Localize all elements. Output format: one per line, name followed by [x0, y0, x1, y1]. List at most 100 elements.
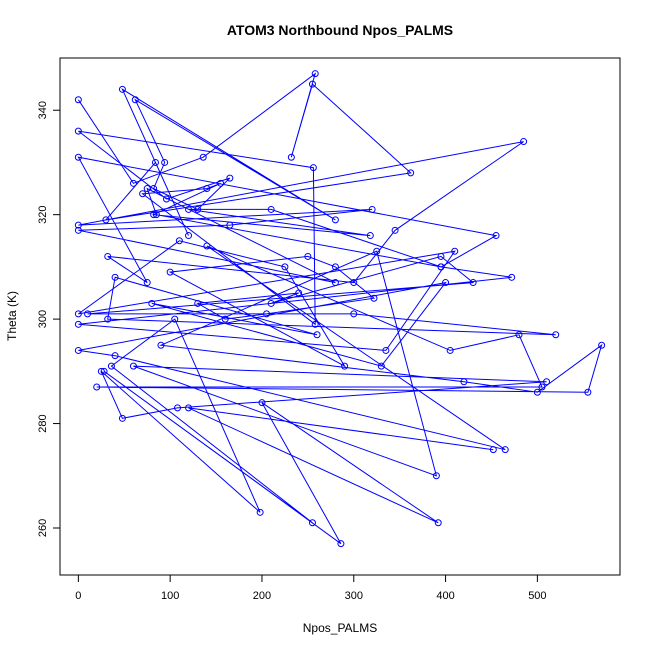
data-point: [313, 331, 321, 339]
x-tick-label: 200: [253, 590, 271, 602]
data-point: [161, 158, 169, 166]
data-point: [331, 216, 339, 224]
data-point: [111, 352, 119, 360]
x-tick-label: 100: [161, 590, 179, 602]
data-point: [74, 310, 82, 318]
data-point: [350, 310, 358, 318]
data-point: [221, 315, 229, 323]
data-point: [194, 299, 202, 307]
y-axis: 260 280 300 320 340: [37, 101, 61, 537]
y-tick-label: 340: [37, 101, 49, 119]
y-tick-label: 320: [37, 205, 49, 223]
data-point: [148, 299, 156, 307]
chart-title: ATOM3 Northbound Npos_PALMS: [227, 22, 453, 38]
x-axis-label: Npos_PALMS: [303, 621, 377, 635]
data-point: [104, 315, 112, 323]
data-point: [341, 362, 349, 370]
data-point: [287, 153, 295, 161]
data-point: [74, 221, 82, 229]
data-point: [100, 367, 108, 375]
data-point: [203, 185, 211, 193]
data-point: [520, 138, 528, 146]
data-point: [391, 226, 399, 234]
data-point: [174, 404, 182, 412]
data-point: [515, 331, 523, 339]
data-point: [74, 226, 82, 234]
data-point: [598, 341, 606, 349]
data-point: [460, 378, 468, 386]
data-point: [377, 362, 385, 370]
data-point: [331, 263, 339, 271]
data-point: [217, 179, 225, 187]
data-point: [492, 232, 500, 240]
data-point: [166, 268, 174, 276]
data-point: [185, 205, 193, 213]
data-point: [311, 320, 319, 328]
data-point: [102, 216, 110, 224]
data-point: [331, 279, 339, 287]
data-point: [171, 315, 179, 323]
data-point: [469, 279, 477, 287]
data-point: [143, 185, 151, 193]
data-point: [118, 414, 126, 422]
data-points: [74, 70, 606, 548]
data-point: [84, 310, 92, 318]
data-point: [203, 242, 211, 250]
data-point: [382, 346, 390, 354]
data-point: [508, 273, 516, 281]
data-point: [256, 508, 264, 516]
x-axis: 0 100 200 300 400 500: [75, 574, 547, 602]
x-tick-label: 500: [528, 590, 546, 602]
data-point: [308, 80, 316, 88]
data-point: [437, 263, 445, 271]
data-point: [74, 346, 82, 354]
data-point: [267, 299, 275, 307]
data-point: [93, 383, 101, 391]
data-point: [437, 252, 445, 260]
data-point: [489, 446, 497, 454]
data-point: [350, 279, 358, 287]
data-point: [407, 169, 415, 177]
data-point: [139, 190, 147, 198]
data-point: [194, 205, 202, 213]
data-point: [366, 232, 374, 240]
data-point: [368, 205, 376, 213]
y-tick-label: 260: [37, 519, 49, 537]
data-point: [162, 195, 170, 203]
data-point: [432, 472, 440, 480]
data-point: [442, 279, 450, 287]
data-point: [74, 96, 82, 104]
data-point: [118, 85, 126, 93]
data-point: [337, 540, 345, 548]
data-point: [309, 164, 317, 172]
data-point: [258, 399, 266, 407]
data-point: [74, 127, 82, 135]
data-point: [107, 362, 115, 370]
y-tick-label: 300: [37, 310, 49, 328]
data-point: [185, 404, 193, 412]
data-point: [226, 174, 234, 182]
data-point: [533, 388, 541, 396]
data-point: [104, 252, 112, 260]
data-point: [129, 179, 137, 187]
data-point: [295, 289, 303, 297]
data-point: [304, 252, 312, 260]
data-point: [175, 237, 183, 245]
data-point: [584, 388, 592, 396]
data-point: [311, 70, 319, 78]
data-point: [308, 519, 316, 527]
data-point: [185, 232, 193, 240]
data-point: [373, 247, 381, 255]
data-point: [111, 273, 119, 281]
data-point: [143, 279, 151, 287]
data-point: [74, 320, 82, 328]
data-point: [370, 294, 378, 302]
y-tick-label: 280: [37, 414, 49, 432]
data-point: [199, 153, 207, 161]
data-point: [267, 205, 275, 213]
data-point: [263, 310, 271, 318]
data-point: [434, 519, 442, 527]
data-point: [97, 367, 105, 375]
data-point: [131, 96, 139, 104]
